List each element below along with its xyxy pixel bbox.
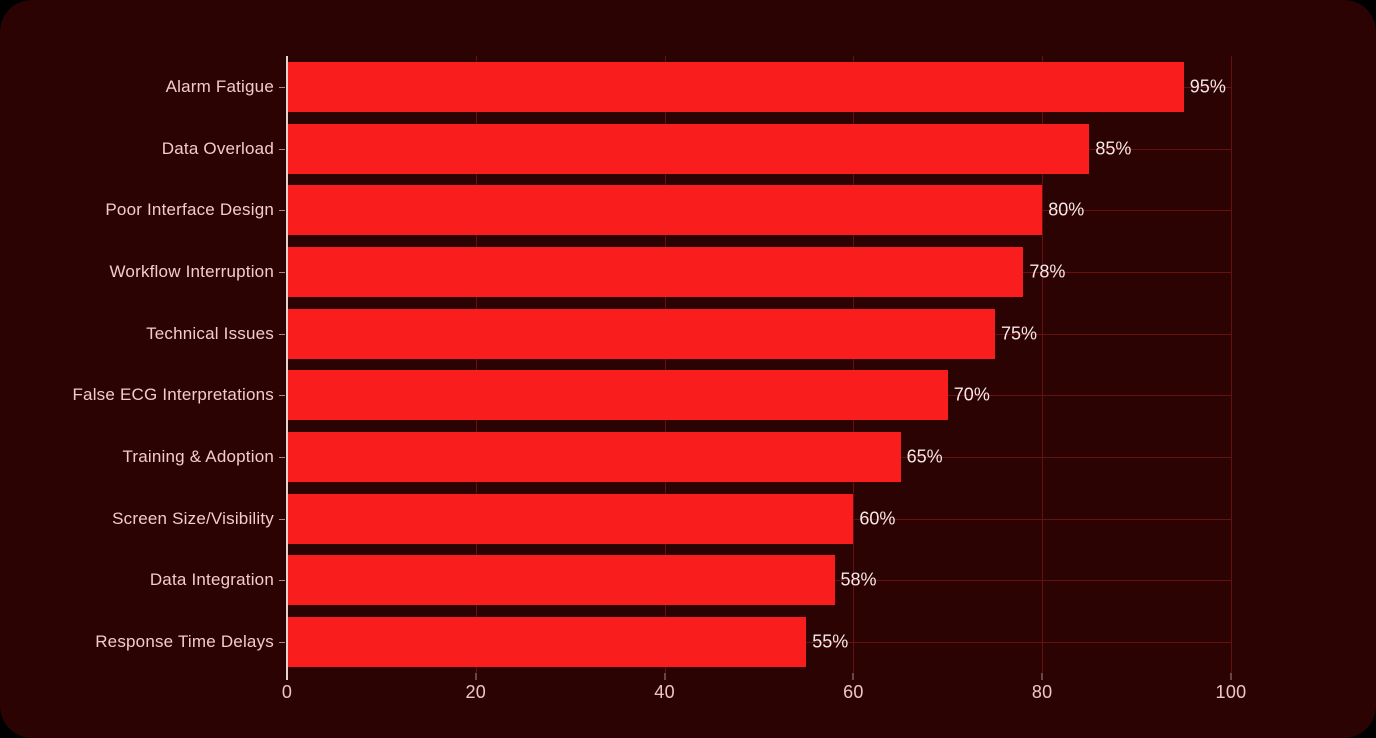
bar-row: Workflow Interruption 78% <box>109 241 1231 303</box>
bar <box>287 61 1184 112</box>
y-axis-line <box>286 56 288 680</box>
x-tick-label: 40 <box>654 682 675 702</box>
x-tick-label: 20 <box>465 682 487 702</box>
x-tick-label: 60 <box>843 682 864 702</box>
bar-row: Screen Size/Visibility 60% <box>112 488 1231 550</box>
x-tick-label: 100 <box>1215 682 1247 702</box>
bar-row: Training & Adoption 65% <box>122 426 1231 488</box>
bar <box>287 617 807 668</box>
value-label: 65% <box>906 446 943 467</box>
value-label: 55% <box>812 631 849 652</box>
y-tick-mark <box>279 148 285 150</box>
value-label: 75% <box>1001 323 1038 344</box>
category-label: Alarm Fatigue <box>165 76 274 96</box>
bar <box>287 123 1090 174</box>
value-label: 58% <box>840 569 877 590</box>
gridline-vertical <box>1042 56 1044 673</box>
y-tick-mark <box>279 395 285 397</box>
y-tick-mark <box>279 457 285 459</box>
x-tick-mark <box>475 673 477 680</box>
bar-row: Data Integration 58% <box>150 550 1231 612</box>
value-label: 70% <box>953 384 990 405</box>
x-tick-mark <box>1230 673 1232 680</box>
gridline-vertical <box>1231 56 1232 673</box>
x-tick-mark <box>1041 673 1043 680</box>
bar <box>287 370 948 421</box>
y-tick-mark <box>279 271 285 273</box>
category-label: Poor Interface Design <box>105 200 274 220</box>
x-tick-mark <box>852 673 854 680</box>
bar <box>287 493 854 544</box>
category-label: Training & Adoption <box>122 447 274 467</box>
bar-row: False ECG Interpretations 70% <box>72 365 1231 427</box>
bar <box>287 555 835 606</box>
bar-row: Response Time Delays 55% <box>95 611 1231 673</box>
bar-chart-plot-area: 0 20 40 60 80 100 Alarm Fatigue 95% Data Overloa… <box>72 56 1246 702</box>
value-label: 60% <box>859 508 896 529</box>
y-tick-mark <box>279 210 285 212</box>
category-label: Workflow Interruption <box>109 261 274 281</box>
category-label: Technical Issues <box>146 323 274 343</box>
category-label: Screen Size/Visibility <box>112 508 274 528</box>
gridline-vertical <box>475 56 477 673</box>
value-label: 80% <box>1048 199 1085 220</box>
bar <box>287 246 1024 297</box>
y-tick-mark <box>279 642 285 644</box>
bar-row: Alarm Fatigue 95% <box>166 56 1231 118</box>
bar <box>287 185 1043 236</box>
bar-row: Technical Issues 75% <box>146 303 1231 365</box>
category-label: Data Overload <box>161 138 274 158</box>
x-tick-mark <box>664 673 666 680</box>
value-label: 85% <box>1095 138 1132 159</box>
value-label: 78% <box>1029 261 1066 282</box>
category-label: Response Time Delays <box>95 632 274 652</box>
y-tick-mark <box>279 86 285 88</box>
category-label: False ECG Interpretations <box>72 385 274 405</box>
bar <box>287 308 995 359</box>
y-tick-mark <box>279 580 285 582</box>
x-tick-label: 80 <box>1031 682 1053 702</box>
value-label: 95% <box>1189 76 1226 97</box>
gridline-vertical <box>664 56 666 673</box>
bar-row: Data Overload 85% <box>162 118 1231 180</box>
category-label: Data Integration <box>149 570 274 590</box>
bar <box>287 432 901 483</box>
y-tick-mark <box>279 518 285 520</box>
y-tick-mark <box>279 333 285 335</box>
gridline-vertical <box>853 56 855 673</box>
x-tick-label: 0 <box>281 682 293 702</box>
bar-row: Poor Interface Design 80% <box>105 179 1231 241</box>
